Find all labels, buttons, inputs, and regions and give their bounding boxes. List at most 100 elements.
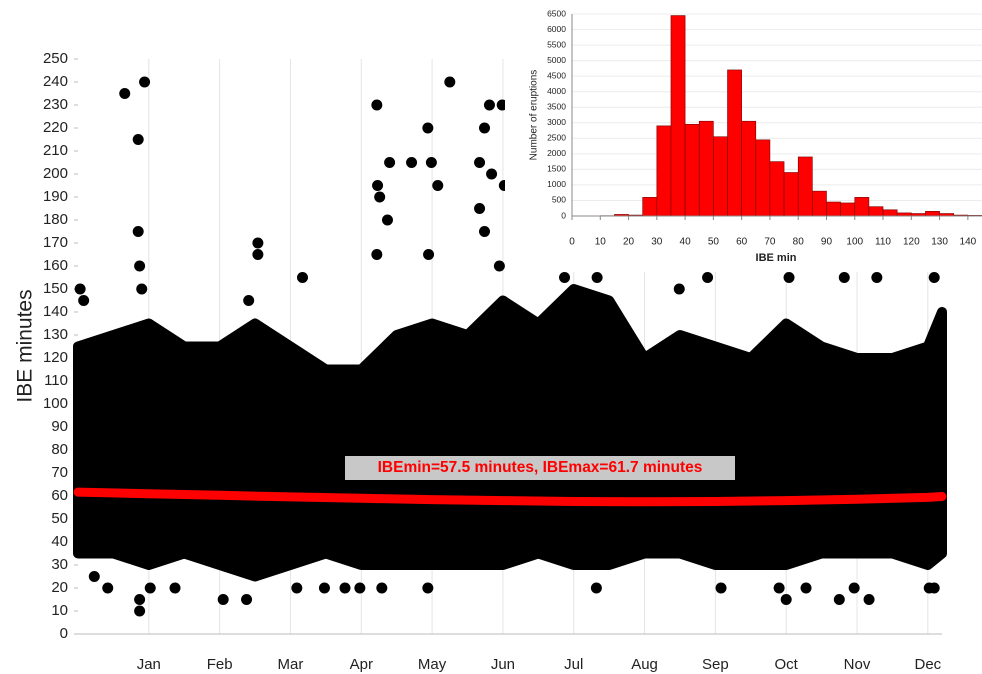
dense-points bbox=[73, 284, 947, 582]
point bbox=[252, 249, 264, 260]
bar bbox=[642, 197, 658, 217]
point bbox=[591, 272, 603, 283]
y-tick-label: 210 bbox=[43, 142, 68, 159]
point bbox=[483, 99, 495, 111]
bar bbox=[812, 190, 827, 217]
trend-line bbox=[73, 487, 947, 507]
point bbox=[371, 99, 383, 111]
y-tick-label: 500 bbox=[552, 195, 566, 205]
bar bbox=[882, 209, 898, 217]
y-tick-label: 140 bbox=[43, 303, 68, 320]
point bbox=[479, 226, 491, 237]
x-axis-label: IBE min bbox=[756, 252, 797, 264]
point bbox=[354, 582, 366, 594]
x-tick-label: 20 bbox=[623, 237, 635, 248]
point bbox=[673, 283, 685, 295]
y-tick-label: 6500 bbox=[547, 8, 566, 18]
point bbox=[800, 582, 812, 594]
point bbox=[833, 594, 845, 605]
x-tick-label: May bbox=[418, 656, 447, 673]
point bbox=[496, 99, 508, 111]
x-tick-label: Nov bbox=[844, 656, 871, 673]
point bbox=[474, 203, 486, 214]
point bbox=[702, 272, 714, 283]
x-tick-label: Jun bbox=[491, 656, 515, 673]
x-tick-label: 60 bbox=[736, 237, 748, 248]
point bbox=[136, 283, 148, 295]
point bbox=[371, 249, 383, 260]
point bbox=[241, 594, 253, 605]
y-tick-label: 110 bbox=[44, 372, 68, 389]
point bbox=[871, 272, 883, 283]
bar bbox=[769, 161, 785, 217]
point bbox=[928, 582, 940, 594]
y-tick-label: 150 bbox=[43, 280, 68, 297]
point bbox=[479, 122, 491, 134]
y-tick-label: 0 bbox=[60, 625, 68, 642]
y-tick-label: 200 bbox=[43, 165, 68, 182]
y-tick-label: 60 bbox=[51, 487, 68, 504]
y-tick-label: 4000 bbox=[547, 86, 566, 96]
y-tick-label: 2000 bbox=[547, 148, 566, 158]
point bbox=[384, 157, 396, 168]
point bbox=[432, 180, 444, 191]
x-tick-label: Aug bbox=[631, 656, 658, 673]
point bbox=[780, 594, 792, 605]
point bbox=[132, 226, 144, 237]
x-tick-label: 80 bbox=[793, 237, 805, 248]
point bbox=[374, 191, 386, 203]
x-tick-label: Jul bbox=[564, 656, 583, 673]
y-tick-label: 120 bbox=[43, 349, 68, 366]
point bbox=[423, 249, 435, 260]
x-tick-label: Feb bbox=[207, 656, 233, 673]
point bbox=[217, 594, 229, 605]
y-tick-label: 240 bbox=[43, 73, 68, 90]
point bbox=[590, 582, 602, 594]
x-tick-label: 30 bbox=[651, 237, 663, 248]
y-tick-label: 30 bbox=[51, 556, 68, 573]
annotation: IBEmin=57.5 minutes, IBEmax=61.7 minutes bbox=[378, 459, 703, 476]
x-tick-label: Oct bbox=[775, 656, 799, 673]
point bbox=[376, 582, 388, 594]
point bbox=[296, 272, 308, 283]
point bbox=[169, 582, 181, 594]
y-tick-label: 160 bbox=[43, 257, 68, 274]
x-tick-label: 140 bbox=[960, 237, 977, 248]
y-tick-label: 5500 bbox=[547, 39, 566, 49]
point bbox=[372, 180, 384, 191]
point bbox=[291, 582, 303, 594]
x-tick-label: 40 bbox=[680, 237, 692, 248]
x-tick-label: Apr bbox=[350, 656, 373, 673]
point bbox=[74, 283, 86, 295]
x-tick-label: Jan bbox=[137, 656, 161, 673]
bar bbox=[713, 136, 728, 217]
point bbox=[773, 582, 785, 594]
point bbox=[381, 214, 393, 226]
point bbox=[474, 157, 486, 168]
y-tick-label: 4500 bbox=[547, 70, 566, 80]
y-tick-label: 0 bbox=[561, 210, 566, 220]
y-tick-label: 70 bbox=[51, 464, 68, 481]
x-tick-label: Sep bbox=[702, 656, 729, 673]
bar bbox=[797, 156, 813, 217]
y-tick-label: 6000 bbox=[547, 24, 566, 34]
x-tick-label: 110 bbox=[875, 237, 891, 248]
y-tick-label: 230 bbox=[43, 96, 68, 113]
y-axis-label: Number of eruptions bbox=[529, 70, 540, 161]
point bbox=[715, 582, 727, 594]
bar bbox=[783, 172, 799, 217]
point bbox=[422, 582, 434, 594]
point bbox=[139, 76, 151, 88]
point bbox=[493, 260, 505, 272]
point bbox=[132, 134, 144, 145]
y-tick-label: 40 bbox=[51, 533, 68, 550]
bar bbox=[656, 125, 672, 217]
bar bbox=[826, 201, 841, 217]
y-tick-label: 170 bbox=[43, 234, 68, 251]
point bbox=[102, 582, 114, 594]
point bbox=[863, 594, 875, 605]
x-tick-label: 90 bbox=[821, 237, 833, 248]
point bbox=[243, 295, 255, 306]
y-tick-label: 90 bbox=[51, 418, 68, 435]
